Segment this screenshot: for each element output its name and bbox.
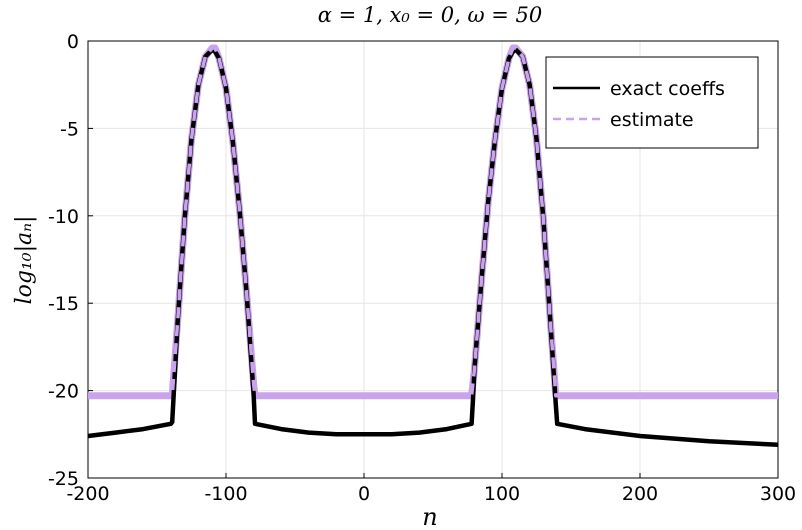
y-tick-label: -15: [48, 293, 79, 315]
y-tick-label: -25: [48, 468, 79, 490]
series: [87, 44, 779, 448]
y-tick-label: 0: [67, 31, 79, 53]
tick-labels: -200 -100 0 100 200 300 0 -5 -10 -15 -20 -25: [48, 31, 796, 505]
ticks: [87, 40, 779, 479]
y-tick-label: -5: [60, 118, 79, 140]
x-tick-label: -200: [66, 483, 109, 505]
x-tick-label: 100: [484, 483, 520, 505]
y-tick-label: -20: [48, 381, 79, 403]
y-axis-label: log₁₀|aₙ|: [12, 216, 37, 305]
x-tick-label: 0: [358, 483, 370, 505]
legend: exact coeffs estimate: [545, 56, 759, 149]
plot-frame: [87, 40, 779, 479]
legend-label-exact: exact coeffs: [610, 78, 725, 100]
x-tick-label: 300: [760, 483, 796, 505]
x-tick-label: 200: [622, 483, 658, 505]
series-line-estimate: [88, 46, 778, 398]
legend-label-estimate: estimate: [610, 109, 694, 131]
y-tick-label: -10: [48, 206, 79, 228]
x-axis-label: n: [422, 503, 437, 530]
legend-box: [545, 56, 759, 149]
chart-title: α = 1, x₀ = 0, ω = 50: [318, 3, 543, 27]
x-tick-label: -100: [204, 483, 247, 505]
grid: [87, 40, 779, 479]
